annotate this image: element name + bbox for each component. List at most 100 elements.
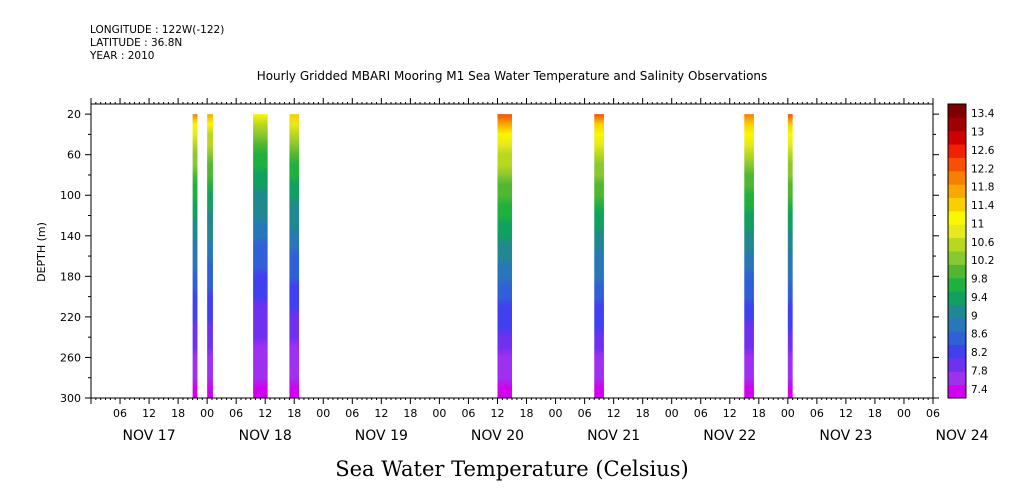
colorbar-swatch	[948, 237, 966, 252]
colorbar: 13.4 13 12.6 12.2 11.8 11.4 11 10.6 10.2 9.8 9.4 9 8…	[947, 103, 995, 399]
colorbar-label: 12.6	[971, 145, 995, 157]
x-tick-label: 06	[113, 407, 127, 420]
colorbar-swatch	[948, 144, 966, 158]
colorbar-swatch	[948, 357, 966, 372]
x-tick-label: 06	[926, 407, 940, 420]
y-tick-labels: 20 60 100 140 180 220 260 300	[60, 108, 81, 405]
colorbar-swatch	[948, 157, 966, 172]
x-tick-label: 00	[897, 407, 911, 420]
colorbar-swatch	[948, 264, 966, 279]
data-burst	[207, 114, 213, 398]
y-tick-label: 300	[60, 392, 81, 405]
y-axis-label: DEPTH (m)	[35, 222, 48, 282]
data-bursts	[192, 114, 793, 398]
colorbar-swatch	[948, 104, 966, 118]
y-tick-label: 140	[60, 230, 81, 243]
y-tick-label: 100	[60, 189, 81, 202]
x-day-label: NOV 18	[239, 428, 292, 444]
x-tick-label: 00	[549, 407, 563, 420]
data-burst	[497, 114, 512, 398]
colorbar-label: 7.8	[971, 365, 988, 377]
x-tick-label: 12	[258, 407, 272, 420]
colorbar-swatch	[948, 331, 966, 346]
colorbar-swatch	[948, 130, 966, 145]
x-tick-label: 18	[520, 407, 534, 420]
colorbar-swatch	[948, 224, 966, 239]
latitude-label: LATITUDE : 36.8N	[90, 37, 183, 49]
colorbar-swatch	[948, 184, 966, 199]
x-tick-label: 18	[403, 407, 417, 420]
x-tick-label: 12	[374, 407, 388, 420]
x-axis-main-label: Sea Water Temperature (Celsius)	[335, 457, 689, 481]
x-tick-label: 06	[229, 407, 243, 420]
x-day-labels: NOV 17 NOV 18 NOV 19 NOV 20 NOV 21 NOV 22 NOV …	[123, 428, 989, 444]
colorbar-label: 11.4	[971, 200, 995, 212]
longitude-label: LONGITUDE : 122W(-122)	[90, 24, 225, 36]
data-burst	[787, 114, 793, 398]
colorbar-label: 11.8	[971, 182, 994, 194]
colorbar-label: 8.6	[971, 329, 988, 341]
x-day-label: NOV 23	[819, 428, 872, 444]
x-tick-label: 06	[578, 407, 592, 420]
colorbar-label: 13.4	[971, 108, 995, 120]
data-burst	[594, 114, 604, 398]
colorbar-swatch	[948, 384, 966, 399]
colorbar-label: 13	[971, 127, 984, 139]
y-tick-label: 260	[60, 351, 81, 364]
x-day-label: NOV 21	[587, 428, 640, 444]
x-day-label: NOV 19	[355, 428, 408, 444]
x-day-label: NOV 20	[471, 428, 524, 444]
x-tick-label: 00	[200, 407, 214, 420]
chart-title: Hourly Gridded MBARI Mooring M1 Sea Wate…	[257, 69, 768, 83]
colorbar-swatch	[948, 344, 966, 359]
data-burst	[253, 114, 268, 398]
x-tick-label: 00	[665, 407, 679, 420]
x-tick-label: 12	[490, 407, 504, 420]
x-tick-label: 18	[868, 407, 882, 420]
x-tick-label: 00	[316, 407, 330, 420]
colorbar-swatch	[948, 304, 966, 319]
x-tick-label: 00	[781, 407, 795, 420]
data-burst	[192, 114, 198, 398]
x-tick-label: 06	[694, 407, 708, 420]
colorbar-swatch	[948, 371, 966, 386]
x-tick-label: 06	[345, 407, 359, 420]
x-day-label: NOV 22	[703, 428, 756, 444]
colorbar-label: 10.2	[971, 255, 994, 267]
y-tick-label: 220	[60, 311, 81, 324]
colorbar-swatch	[948, 277, 966, 292]
x-tick-label: 12	[607, 407, 621, 420]
colorbar-label: 9.4	[971, 292, 988, 304]
colorbar-swatch	[948, 251, 966, 265]
axis-ticks	[85, 98, 939, 404]
colorbar-label: 10.6	[971, 237, 995, 249]
x-tick-label: 18	[171, 407, 185, 420]
colorbar-swatch	[948, 291, 966, 305]
y-tick-label: 20	[67, 108, 81, 121]
colorbar-label: 11	[971, 218, 984, 230]
x-tick-label: 18	[636, 407, 650, 420]
x-tick-label: 12	[142, 407, 156, 420]
x-day-label: NOV 24	[935, 428, 988, 444]
colorbar-label: 12.2	[971, 163, 994, 175]
year-label: YEAR : 2010	[90, 50, 155, 62]
y-tick-label: 180	[60, 270, 81, 283]
x-tick-label: 06	[461, 407, 475, 420]
colorbar-swatch	[948, 170, 966, 185]
colorbar-label: 8.2	[971, 347, 988, 359]
colorbar-swatch	[948, 317, 966, 332]
x-tick-label: 18	[752, 407, 766, 420]
data-burst	[744, 114, 754, 398]
data-burst	[289, 114, 300, 398]
colorbar-label: 7.4	[971, 384, 988, 396]
colorbar-label: 9.8	[971, 274, 988, 286]
colorbar-swatch	[948, 197, 966, 212]
colorbar-label: 9	[971, 310, 978, 322]
x-tick-labels: 06 12 18 00 06 12 18 00 06 12 18 00 06 12 18 00 06 12 18 00…	[113, 407, 940, 420]
x-tick-label: 06	[810, 407, 824, 420]
x-tick-label: 12	[723, 407, 737, 420]
x-tick-label: 12	[839, 407, 853, 420]
x-tick-label: 00	[432, 407, 446, 420]
x-tick-label: 18	[287, 407, 301, 420]
